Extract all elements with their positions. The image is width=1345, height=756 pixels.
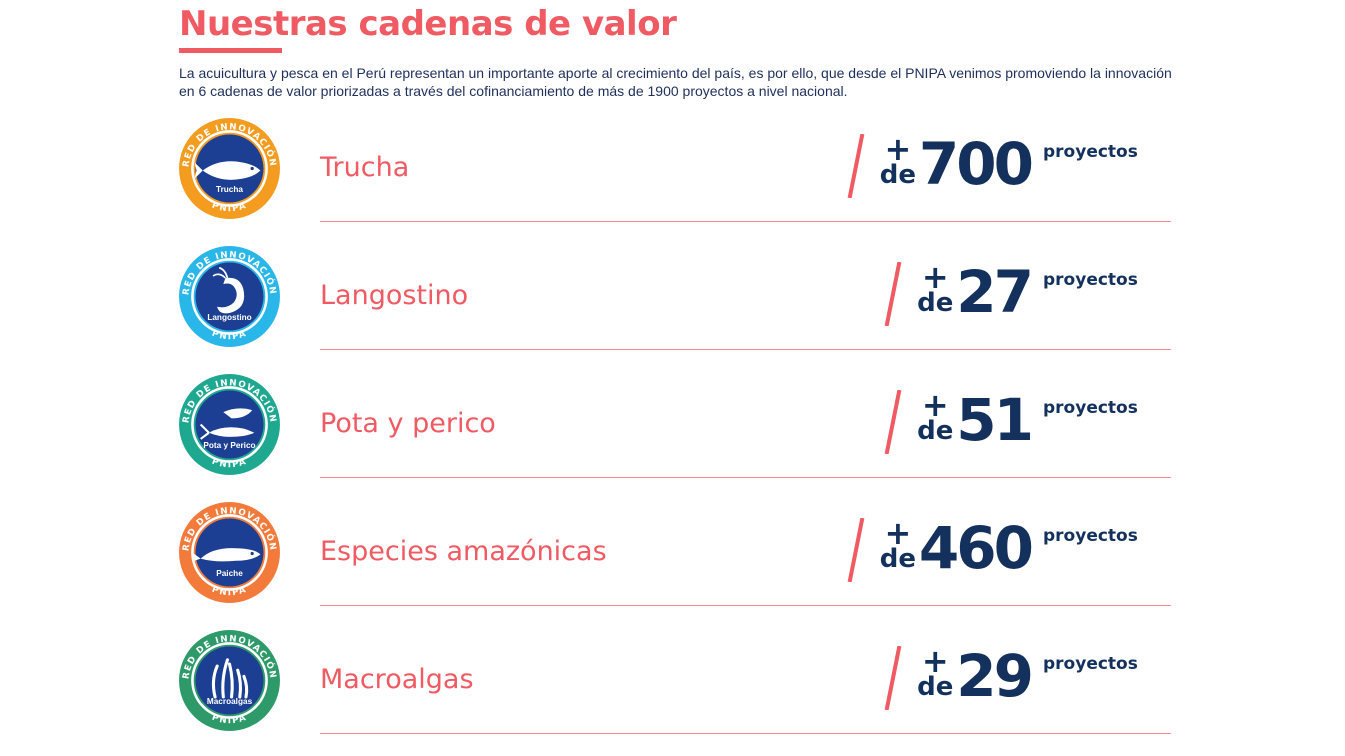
- project-count-value: 27: [956, 258, 1034, 326]
- svg-text:PNIPA: PNIPA: [210, 457, 248, 471]
- de-text: de: [879, 544, 917, 574]
- project-count-value: 29: [956, 642, 1034, 710]
- badge-bottom-text: PNIPA: [210, 201, 247, 215]
- badge-label: Pota y Perico: [203, 441, 255, 450]
- de-text: de: [917, 672, 954, 702]
- intro-line-2: en 6 cadenas de valor priorizadas a trav…: [179, 83, 848, 99]
- project-count-unit: proyectos: [1043, 142, 1138, 162]
- squid-fish-icon: [199, 408, 255, 440]
- value-chain-badge: RED DE INNOVACIÓN PNIPA Paiche: [178, 501, 281, 604]
- plus-sign: +: [921, 258, 949, 296]
- badge-label: Trucha: [216, 185, 243, 194]
- svg-text:PNIPA: PNIPA: [210, 201, 248, 215]
- value-chain-name: Trucha: [320, 152, 410, 183]
- row-divider: [320, 733, 1171, 734]
- svg-text:PNIPA: PNIPA: [210, 713, 248, 727]
- badge-bottom-text: PNIPA: [210, 329, 247, 343]
- value-chain-name: Macroalgas: [320, 664, 474, 695]
- value-chain-badge: RED DE INNOVACIÓN PNIPA Trucha: [178, 117, 281, 220]
- value-chain-name: Langostino: [320, 280, 469, 311]
- project-count-unit: proyectos: [1043, 526, 1138, 546]
- plus-sign: +: [884, 514, 912, 552]
- seaweed-icon: [211, 658, 249, 699]
- project-count-value: 51: [956, 386, 1034, 454]
- project-count-value: 700: [918, 130, 1034, 198]
- plus-sign: +: [921, 386, 949, 424]
- badge-bottom-text: PNIPA: [210, 457, 247, 471]
- project-count: + de 700 proyectos: [847, 130, 1138, 204]
- value-chain-badge: RED DE INNOVACIÓN PNIPA Langostino: [178, 245, 281, 348]
- value-chain-row: RED DE INNOVACIÓN PNIPA Trucha Trucha + de 700…: [0, 112, 1345, 240]
- row-divider: [320, 605, 1171, 606]
- plus-de: + de: [916, 642, 954, 702]
- value-chain-row: RED DE INNOVACIÓN PNIPA Langostino Langosti…: [0, 240, 1345, 368]
- value-chain-row: RED DE INNOVACIÓN PNIPA Pota y Perico Pota …: [0, 368, 1345, 496]
- project-count-unit: proyectos: [1043, 398, 1138, 418]
- project-count: + de 460 proyectos: [847, 514, 1138, 588]
- shrimp-icon: [212, 266, 245, 314]
- intro-line-1: La acuicultura y pesca en el Perú repres…: [179, 65, 1172, 81]
- value-chain-badge: RED DE INNOVACIÓN PNIPA Pota y Perico: [178, 373, 281, 476]
- row-divider: [320, 349, 1171, 350]
- badge-bottom-text: PNIPA: [210, 713, 247, 727]
- intro-text: La acuicultura y pesca en el Perú repres…: [179, 64, 1179, 100]
- value-chain-row: RED DE INNOVACIÓN PNIPA Paiche Especies ama…: [0, 496, 1345, 624]
- badge-label: Langostino: [207, 313, 251, 322]
- badge-bottom-text: PNIPA: [210, 585, 247, 599]
- slash-decoration: [884, 262, 902, 326]
- value-chain-name: Pota y perico: [320, 408, 496, 439]
- slash-decoration: [884, 390, 902, 454]
- paiche-icon: [192, 548, 261, 562]
- project-count: + de 51 proyectos: [884, 386, 1138, 460]
- project-count: + de 27 proyectos: [884, 258, 1138, 332]
- title-underline: [179, 48, 282, 53]
- plus-sign: +: [884, 130, 912, 168]
- badge-label: Paiche: [216, 569, 243, 578]
- de-text: de: [917, 288, 954, 318]
- project-count-unit: proyectos: [1043, 270, 1138, 290]
- project-count: + de 29 proyectos: [884, 642, 1138, 716]
- plus-de: + de: [879, 130, 917, 190]
- plus-sign: +: [921, 642, 949, 680]
- slash-decoration: [884, 646, 902, 710]
- badge-label: Macroalgas: [207, 697, 253, 706]
- value-chain-name: Especies amazónicas: [320, 536, 607, 567]
- plus-de: + de: [916, 258, 954, 318]
- slash-decoration: [847, 518, 865, 582]
- de-text: de: [879, 160, 917, 190]
- de-text: de: [917, 416, 954, 446]
- trout-icon: [194, 161, 261, 180]
- project-count-unit: proyectos: [1043, 654, 1138, 674]
- project-count-value: 460: [918, 514, 1034, 582]
- plus-de: + de: [916, 386, 954, 446]
- value-chain-row: RED DE INNOVACIÓN PNIPA Macroalgas Macroalg…: [0, 624, 1345, 752]
- svg-text:PNIPA: PNIPA: [210, 585, 248, 599]
- svg-text:PNIPA: PNIPA: [210, 329, 248, 343]
- slash-decoration: [847, 134, 865, 198]
- value-chain-badge: RED DE INNOVACIÓN PNIPA Macroalgas: [178, 629, 281, 732]
- page-title: Nuestras cadenas de valor: [179, 4, 677, 44]
- plus-de: + de: [879, 514, 917, 574]
- row-divider: [320, 477, 1171, 478]
- row-divider: [320, 221, 1171, 222]
